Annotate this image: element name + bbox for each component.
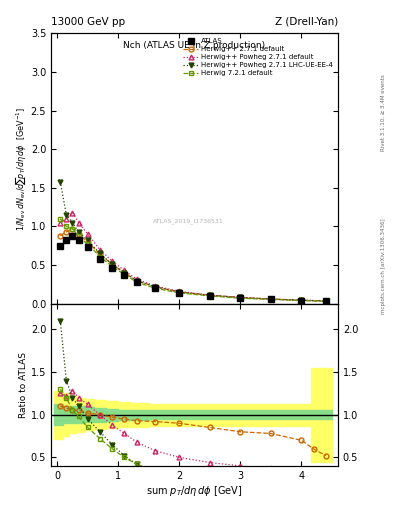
Text: ATLAS_2019_I1736531: ATLAS_2019_I1736531: [153, 219, 224, 224]
Text: Nch (ATLAS UE in Z production): Nch (ATLAS UE in Z production): [123, 41, 266, 50]
Text: 13000 GeV pp: 13000 GeV pp: [51, 16, 125, 27]
X-axis label: sum $p_T/d\eta\,d\phi$ [GeV]: sum $p_T/d\eta\,d\phi$ [GeV]: [146, 483, 243, 498]
Y-axis label: $1/N_\mathrm{ev}\,dN_\mathrm{ev}/d\!\sum\! p_T/d\eta\,d\phi$  [GeV$^{-1}$]: $1/N_\mathrm{ev}\,dN_\mathrm{ev}/d\!\sum…: [14, 106, 28, 230]
Legend: ATLAS, Herwig++ 2.7.1 default, Herwig++ Powheg 2.7.1 default, Herwig++ Powheg 2.: ATLAS, Herwig++ 2.7.1 default, Herwig++ …: [182, 37, 334, 78]
Y-axis label: Ratio to ATLAS: Ratio to ATLAS: [19, 352, 28, 418]
Text: Rivet 3.1.10, ≥ 3.4M events: Rivet 3.1.10, ≥ 3.4M events: [381, 74, 386, 151]
Text: Z (Drell-Yan): Z (Drell-Yan): [275, 16, 338, 27]
Text: mcplots.cern.ch [arXiv:1306.3436]: mcplots.cern.ch [arXiv:1306.3436]: [381, 219, 386, 314]
